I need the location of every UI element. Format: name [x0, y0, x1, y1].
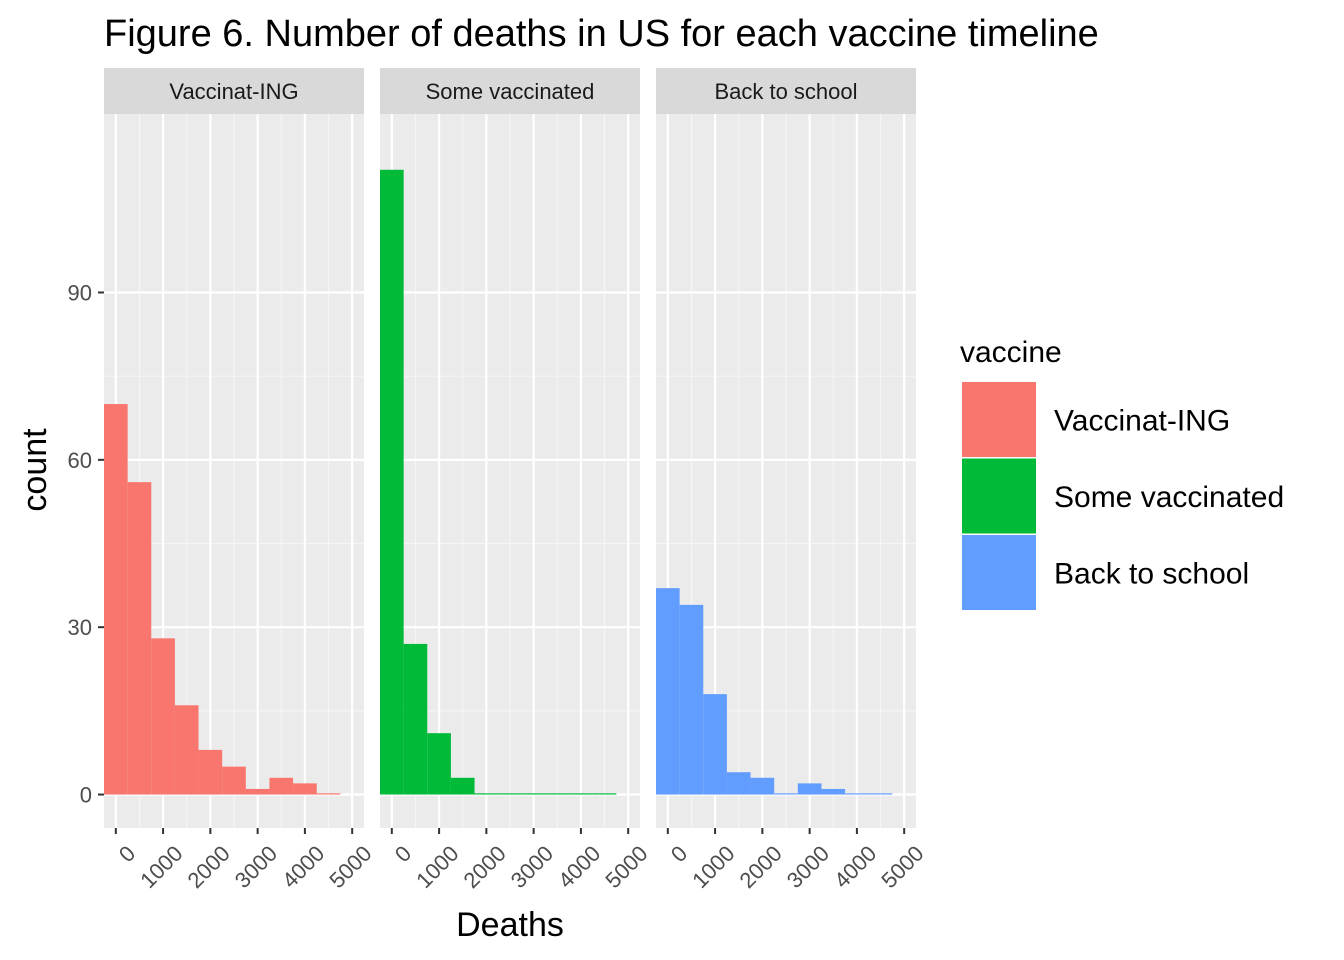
histogram-bar [427, 733, 451, 795]
x-tick-label: 4000 [829, 841, 881, 893]
legend-label: Back to school [1054, 558, 1249, 591]
y-tick-label: 60 [68, 448, 92, 473]
y-tick-label: 30 [68, 615, 92, 640]
y-tick-label: 0 [80, 783, 92, 808]
x-tick-label: 1000 [135, 841, 187, 893]
legend-key [962, 535, 1036, 610]
legend-key [962, 382, 1036, 457]
legend-label: Some vaccinated [1054, 481, 1284, 514]
y-axis-title: count [16, 428, 54, 512]
facet-strip-label: Some vaccinated [426, 79, 595, 104]
histogram-bar [245, 788, 270, 795]
histogram-bar [174, 705, 199, 795]
x-tick-label: 1000 [687, 841, 739, 893]
histogram-bar [797, 783, 822, 795]
x-axis-title: Deaths [456, 906, 564, 944]
x-tick-label: 2000 [734, 841, 786, 893]
x-tick-label: 3000 [506, 841, 558, 893]
legend-title: vaccine [960, 336, 1062, 369]
histogram-bar [703, 694, 727, 795]
histogram-bar [498, 793, 522, 795]
legend: vaccine Vaccinat-ING Some vaccinated Back … [960, 336, 1284, 610]
histogram-bar [521, 793, 546, 795]
x-tick-label: 2000 [182, 841, 234, 893]
facet-strip-label: Back to school [714, 79, 857, 104]
histogram-bar [679, 604, 704, 795]
histogram-bar [127, 482, 152, 795]
x-tick-label: 4000 [277, 841, 329, 893]
histogram-bar [845, 793, 869, 795]
x-tick-label: 1000 [411, 841, 463, 893]
facet-strip-label: Vaccinat-ING [169, 79, 298, 104]
x-tick-label: 3000 [782, 841, 834, 893]
y-tick-label: 90 [68, 281, 92, 306]
facet-strip [380, 68, 640, 114]
histogram-bar [450, 777, 475, 795]
histogram-bar [868, 793, 893, 795]
histogram-bar [316, 793, 341, 795]
x-tick-label: 5000 [600, 841, 652, 893]
x-tick-label: 4000 [553, 841, 605, 893]
histogram-bar [403, 643, 428, 795]
histogram-bar [592, 793, 617, 795]
facet-strip [656, 68, 916, 114]
histogram-bar [569, 793, 593, 795]
histogram-bar [269, 777, 294, 795]
x-tick-label: 0 [114, 841, 140, 867]
x-tick-label: 2000 [458, 841, 510, 893]
x-tick-label: 0 [666, 841, 692, 867]
y-axis: 0 30 60 90 [68, 281, 104, 808]
histogram-bar [104, 404, 128, 795]
legend-key [962, 458, 1036, 534]
histogram-bar [293, 783, 317, 795]
legend-label: Vaccinat-ING [1054, 405, 1230, 438]
histogram-bar [774, 793, 798, 795]
histogram-bar [151, 638, 175, 795]
x-tick-label: 5000 [876, 841, 928, 893]
histogram-bar [656, 588, 680, 795]
histogram-bar [726, 772, 751, 795]
histogram-bar [222, 766, 246, 795]
histogram-bar [474, 793, 499, 795]
histogram-bar [750, 777, 775, 795]
chart-title: Figure 6. Number of deaths in US for eac… [104, 13, 1099, 55]
histogram-bar [545, 793, 570, 795]
histogram-bar [380, 169, 404, 795]
x-tick-label: 0 [390, 841, 416, 867]
x-tick-label: 5000 [324, 841, 376, 893]
x-tick-label: 3000 [230, 841, 282, 893]
histogram-bar [198, 749, 223, 795]
facet-strip [104, 68, 364, 114]
histogram-bar [821, 788, 846, 795]
